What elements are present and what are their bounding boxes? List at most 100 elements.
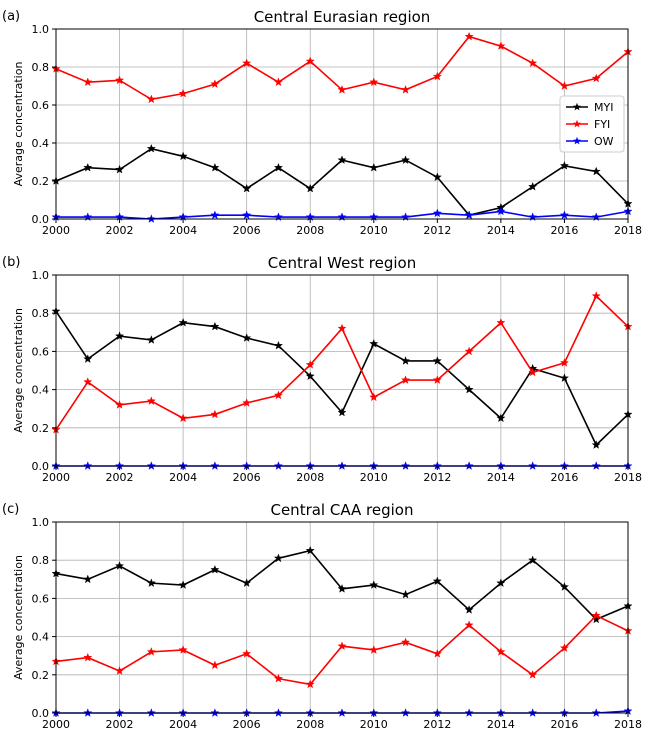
data-point-myi [305,545,315,555]
chart-title: Central CAA region [270,501,413,519]
data-point-fyi [369,77,379,87]
axes-frame [55,521,629,714]
x-tick-label: 2014 [487,718,515,731]
data-point-fyi [464,31,474,41]
data-point-fyi [273,673,283,683]
data-point-myi [432,356,442,365]
y-axis-label: Average concentration [12,555,25,680]
x-tick-label: 2004 [169,471,197,484]
data-point-ow [242,210,252,220]
series-line-fyi [55,614,629,686]
data-point-myi [337,155,347,164]
data-point-myi [115,561,125,570]
panel-label: (b) [2,255,20,270]
data-point-ow [464,210,474,220]
data-point-fyi [115,666,125,675]
y-tick-label: 0.2 [32,175,50,188]
y-tick-label: 0.4 [32,631,50,644]
data-point-ow [559,210,569,220]
data-point-fyi [401,375,411,384]
axes-frame [55,28,629,220]
y-tick-label: 0.8 [32,554,50,567]
data-point-fyi [210,79,220,88]
data-point-myi [337,584,347,593]
data-point-myi [528,555,538,565]
data-point-myi [146,578,156,587]
x-tick-label: 2016 [550,718,578,731]
data-point-myi [528,181,538,191]
y-tick-label: 0.6 [32,592,50,605]
data-point-fyi [115,75,125,85]
data-point-fyi [401,85,411,94]
data-point-ow [432,208,442,218]
data-point-fyi [83,77,93,87]
y-tick-label: 0.2 [32,422,50,435]
data-point-fyi [337,641,347,651]
data-point-myi [178,151,188,161]
y-tick-label: 0.4 [32,137,50,150]
data-point-fyi [432,71,442,81]
x-tick-label: 2010 [360,718,388,731]
data-point-fyi [496,41,506,50]
data-point-myi [178,317,188,327]
data-point-fyi [464,346,474,356]
legend-label: OW [594,135,614,148]
data-point-fyi [464,620,474,630]
data-point-fyi [115,400,125,409]
axes-frame [55,274,629,467]
data-point-myi [369,580,379,589]
y-axis-label: Average concentration [12,62,25,187]
data-point-myi [369,162,379,172]
x-tick-label: 2012 [423,471,451,484]
data-point-myi [242,578,252,587]
data-point-fyi [496,647,506,656]
data-point-fyi [559,643,569,652]
data-point-fyi [305,359,315,369]
x-tick-label: 2018 [614,471,642,484]
data-point-myi [496,578,506,587]
y-axis-label: Average concentration [12,308,25,433]
data-point-myi [115,331,125,340]
data-point-fyi [528,367,538,377]
x-tick-label: 2002 [106,224,134,237]
data-point-myi [559,373,569,383]
x-tick-label: 2014 [487,224,515,237]
data-point-myi [210,564,220,574]
x-tick-label: 2004 [169,718,197,731]
legend-marker-myi [573,102,581,111]
data-point-fyi [305,679,315,689]
data-point-fyi [528,58,538,68]
x-tick-label: 2000 [42,718,70,731]
chart-title: Central Eurasian region [254,8,431,26]
data-point-fyi [337,85,347,94]
data-point-myi [401,589,411,599]
data-point-fyi [401,637,411,647]
x-tick-label: 2006 [233,471,261,484]
legend-label: MYI [594,101,613,114]
data-point-myi [305,371,315,381]
x-tick-label: 2014 [487,471,515,484]
data-point-fyi [83,652,93,662]
data-point-myi [401,155,411,164]
legend-marker-ow [573,136,581,145]
data-point-myi [559,161,569,170]
x-tick-label: 2008 [296,471,324,484]
data-point-fyi [528,670,538,679]
data-point-myi [432,576,442,586]
data-point-myi [496,413,506,423]
data-point-ow [496,206,506,216]
x-tick-label: 2010 [360,471,388,484]
data-point-fyi [210,409,220,419]
data-point-myi [83,162,93,172]
x-tick-label: 2000 [42,471,70,484]
data-point-fyi [83,377,93,386]
chart-panel-2: 2000 2002 2004 2006 2008 2010 2012 2014 2016 2018… [2,254,642,484]
y-tick-label: 0.6 [32,99,50,112]
x-tick-label: 2012 [423,224,451,237]
data-point-myi [273,340,283,350]
data-point-myi [464,384,474,394]
x-tick-label: 2006 [233,224,261,237]
data-point-myi [591,440,601,449]
y-tick-label: 0.0 [32,460,50,473]
legend: MYI FYI OW [559,95,625,153]
